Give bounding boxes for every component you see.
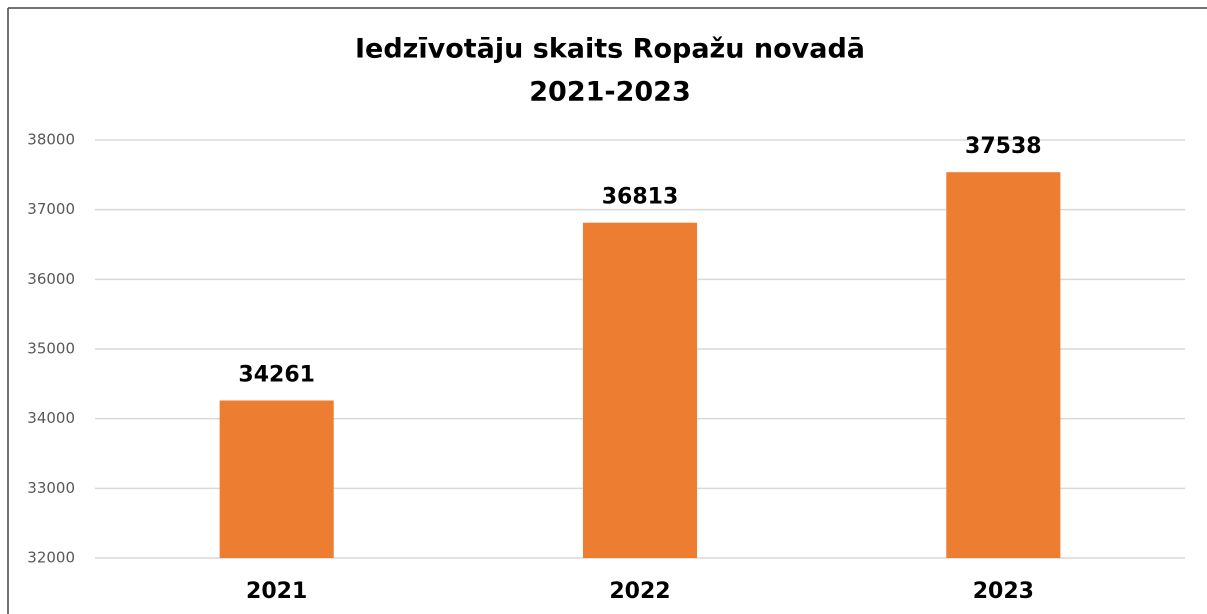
y-tick-label: 34000	[27, 409, 75, 427]
y-tick-label: 36000	[27, 270, 75, 288]
y-tick-label: 38000	[27, 131, 75, 149]
y-tick-label: 35000	[27, 340, 75, 358]
y-tick-label: 37000	[27, 200, 75, 218]
x-tick-label: 2021	[246, 579, 307, 604]
bar	[582, 222, 698, 558]
bar	[946, 172, 1061, 558]
data-label: 36813	[602, 185, 679, 210]
y-tick-label: 32000	[27, 549, 75, 567]
data-label: 37538	[965, 134, 1042, 159]
chart-title: Iedzīvotāju skaits Ropažu novadā	[355, 34, 865, 65]
y-tick-label: 33000	[27, 479, 75, 497]
x-tick-label: 2022	[609, 579, 670, 604]
data-label: 34261	[238, 362, 315, 387]
x-tick-label: 2023	[973, 579, 1034, 604]
bar	[219, 400, 334, 558]
chart-subtitle: 2021-2023	[529, 77, 691, 108]
